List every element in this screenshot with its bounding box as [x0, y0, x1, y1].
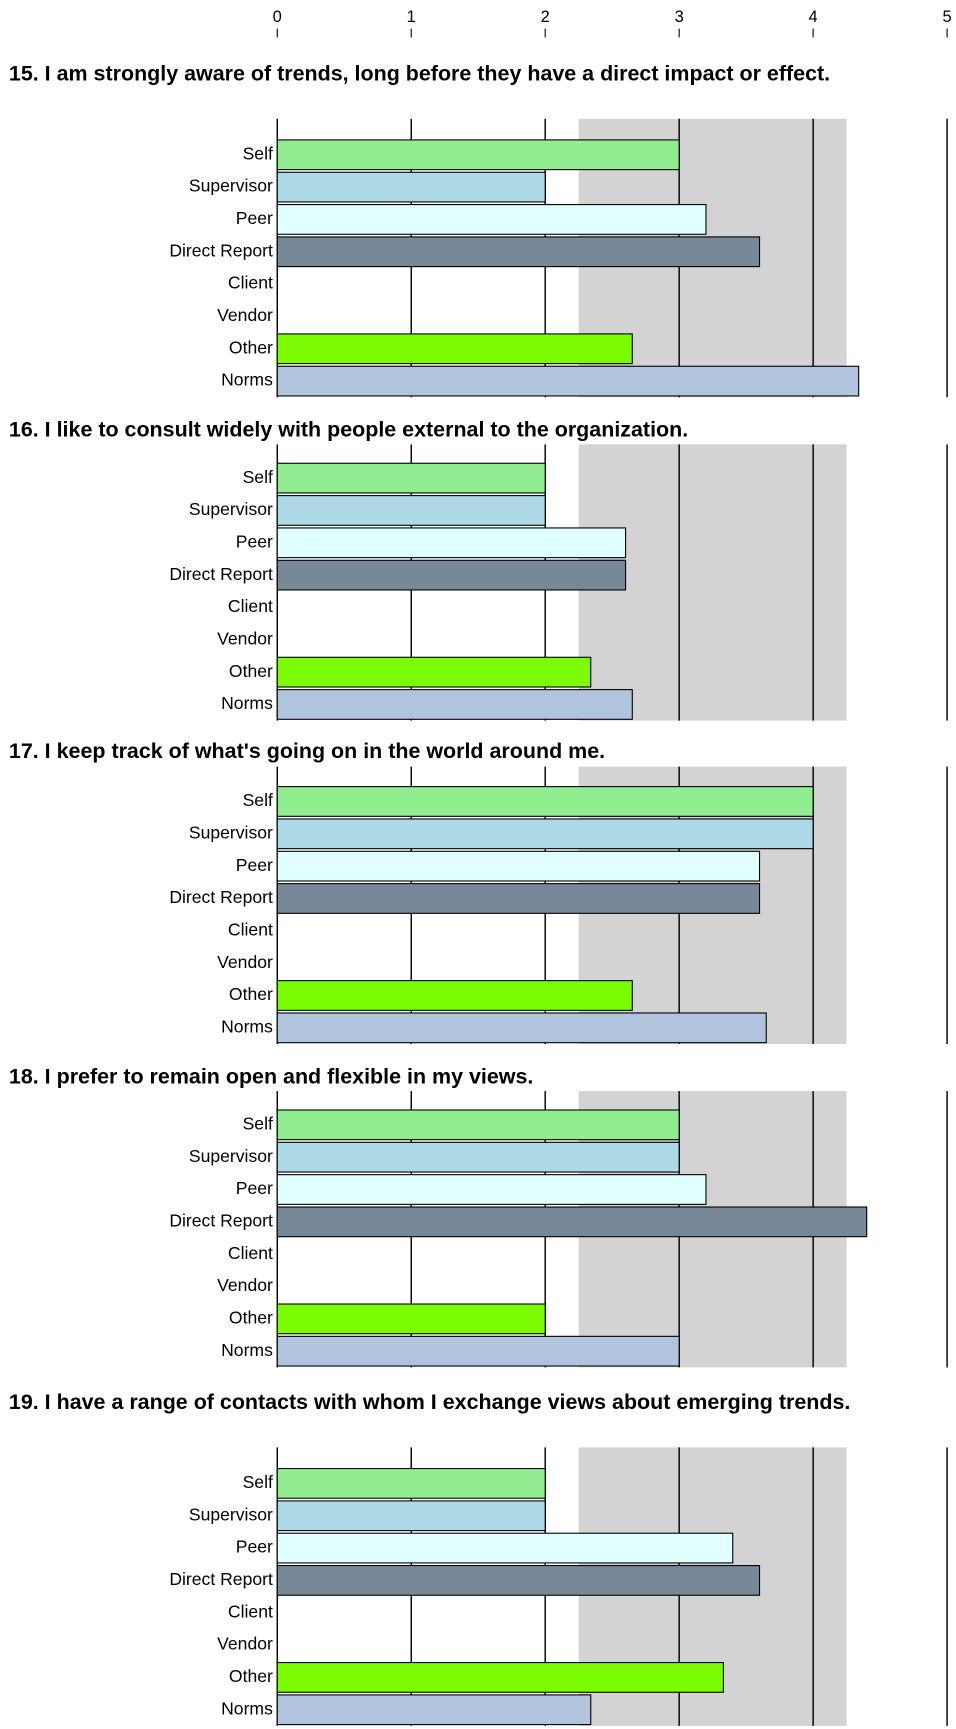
chart-title: 17. I keep track of what's going on in t… — [8, 739, 606, 764]
bar — [276, 171, 546, 203]
category-label: Norms — [221, 1340, 273, 1360]
chart-title: 19. I have a range of contacts with whom… — [8, 1390, 851, 1415]
bar — [276, 850, 761, 882]
chart-title-box: 16. I like to consult widely with people… — [8, 417, 689, 443]
chart-title: 15. I am strongly aware of trends, long … — [8, 61, 831, 86]
bar — [276, 1694, 592, 1726]
category-label: Self — [243, 143, 273, 163]
bar — [276, 1303, 546, 1335]
category-label: Direct Report — [169, 564, 273, 584]
x-tick-label: 1 — [407, 8, 416, 26]
bar — [276, 980, 633, 1011]
category-label: Norms — [221, 370, 273, 390]
bar — [276, 462, 546, 494]
bar — [276, 1206, 868, 1238]
bar — [276, 1662, 724, 1693]
category-label: Norms — [221, 693, 273, 713]
chart-title-box: 19. I have a range of contacts with whom… — [8, 1390, 851, 1415]
category-label: Other — [229, 1307, 273, 1327]
chart-title-box: 15. I am strongly aware of trends, long … — [8, 61, 831, 86]
category-label: Norms — [221, 1698, 273, 1718]
bar — [276, 559, 627, 591]
category-label: Supervisor — [189, 499, 273, 519]
bar — [276, 818, 814, 850]
category-label: Norms — [221, 1016, 273, 1036]
category-label: Peer — [236, 1178, 273, 1198]
category-label: Peer — [236, 1537, 273, 1557]
bar — [276, 786, 814, 817]
category-label: Supervisor — [189, 176, 273, 196]
category-label: Self — [243, 1472, 273, 1492]
bar — [276, 1174, 707, 1205]
category-label: Self — [243, 467, 273, 487]
chart-title-box: 18. I prefer to remain open and flexible… — [8, 1064, 534, 1089]
bar — [276, 204, 707, 235]
bar — [276, 365, 860, 397]
category-label: Supervisor — [189, 1146, 273, 1166]
category-label: Vendor — [217, 1275, 273, 1295]
bar — [276, 1141, 680, 1173]
x-tick-label: 3 — [675, 8, 684, 26]
category-label: Direct Report — [169, 887, 273, 907]
bar — [276, 1335, 680, 1367]
bar — [276, 1500, 546, 1532]
category-label: Other — [229, 1666, 273, 1686]
category-label: Direct Report — [169, 1210, 273, 1230]
category-label: Self — [243, 790, 273, 810]
category-label: Vendor — [217, 628, 273, 648]
category-label: Supervisor — [189, 822, 273, 842]
category-label: Vendor — [217, 1634, 273, 1654]
chart-title: 16. I like to consult widely with people… — [8, 417, 689, 443]
category-label: Peer — [236, 855, 273, 875]
category-label: Client — [228, 1601, 273, 1621]
bar — [276, 527, 627, 559]
category-label: Other — [229, 984, 273, 1004]
category-label: Direct Report — [169, 240, 273, 260]
bar — [276, 1565, 761, 1596]
category-label: Supervisor — [189, 1504, 273, 1524]
x-tick-label: 2 — [541, 8, 550, 26]
bar — [276, 1468, 546, 1499]
x-tick-label: 5 — [943, 8, 952, 26]
category-label: Self — [243, 1113, 273, 1133]
bar — [276, 689, 633, 720]
x-tick-label: 0 — [273, 8, 282, 26]
chart-title-box: 17. I keep track of what's going on in t… — [8, 739, 606, 764]
x-tick-label: 4 — [809, 8, 818, 26]
category-label: Direct Report — [169, 1569, 273, 1589]
bar — [276, 495, 546, 526]
category-label: Client — [228, 1243, 273, 1263]
category-label: Peer — [236, 531, 273, 551]
bar — [276, 1109, 680, 1141]
category-label: Peer — [236, 208, 273, 228]
bar — [276, 1532, 734, 1564]
category-label: Client — [228, 919, 273, 939]
category-label: Other — [229, 661, 273, 681]
bar — [276, 236, 761, 268]
category-label: Client — [228, 273, 273, 293]
bar — [276, 1012, 767, 1044]
category-label: Other — [229, 337, 273, 357]
category-label: Client — [228, 596, 273, 616]
category-label: Vendor — [217, 952, 273, 972]
bar — [276, 139, 680, 171]
bar — [276, 333, 633, 365]
chart-title: 18. I prefer to remain open and flexible… — [8, 1064, 534, 1089]
bar — [276, 656, 592, 688]
category-label: Vendor — [217, 305, 273, 325]
bar — [276, 883, 761, 914]
